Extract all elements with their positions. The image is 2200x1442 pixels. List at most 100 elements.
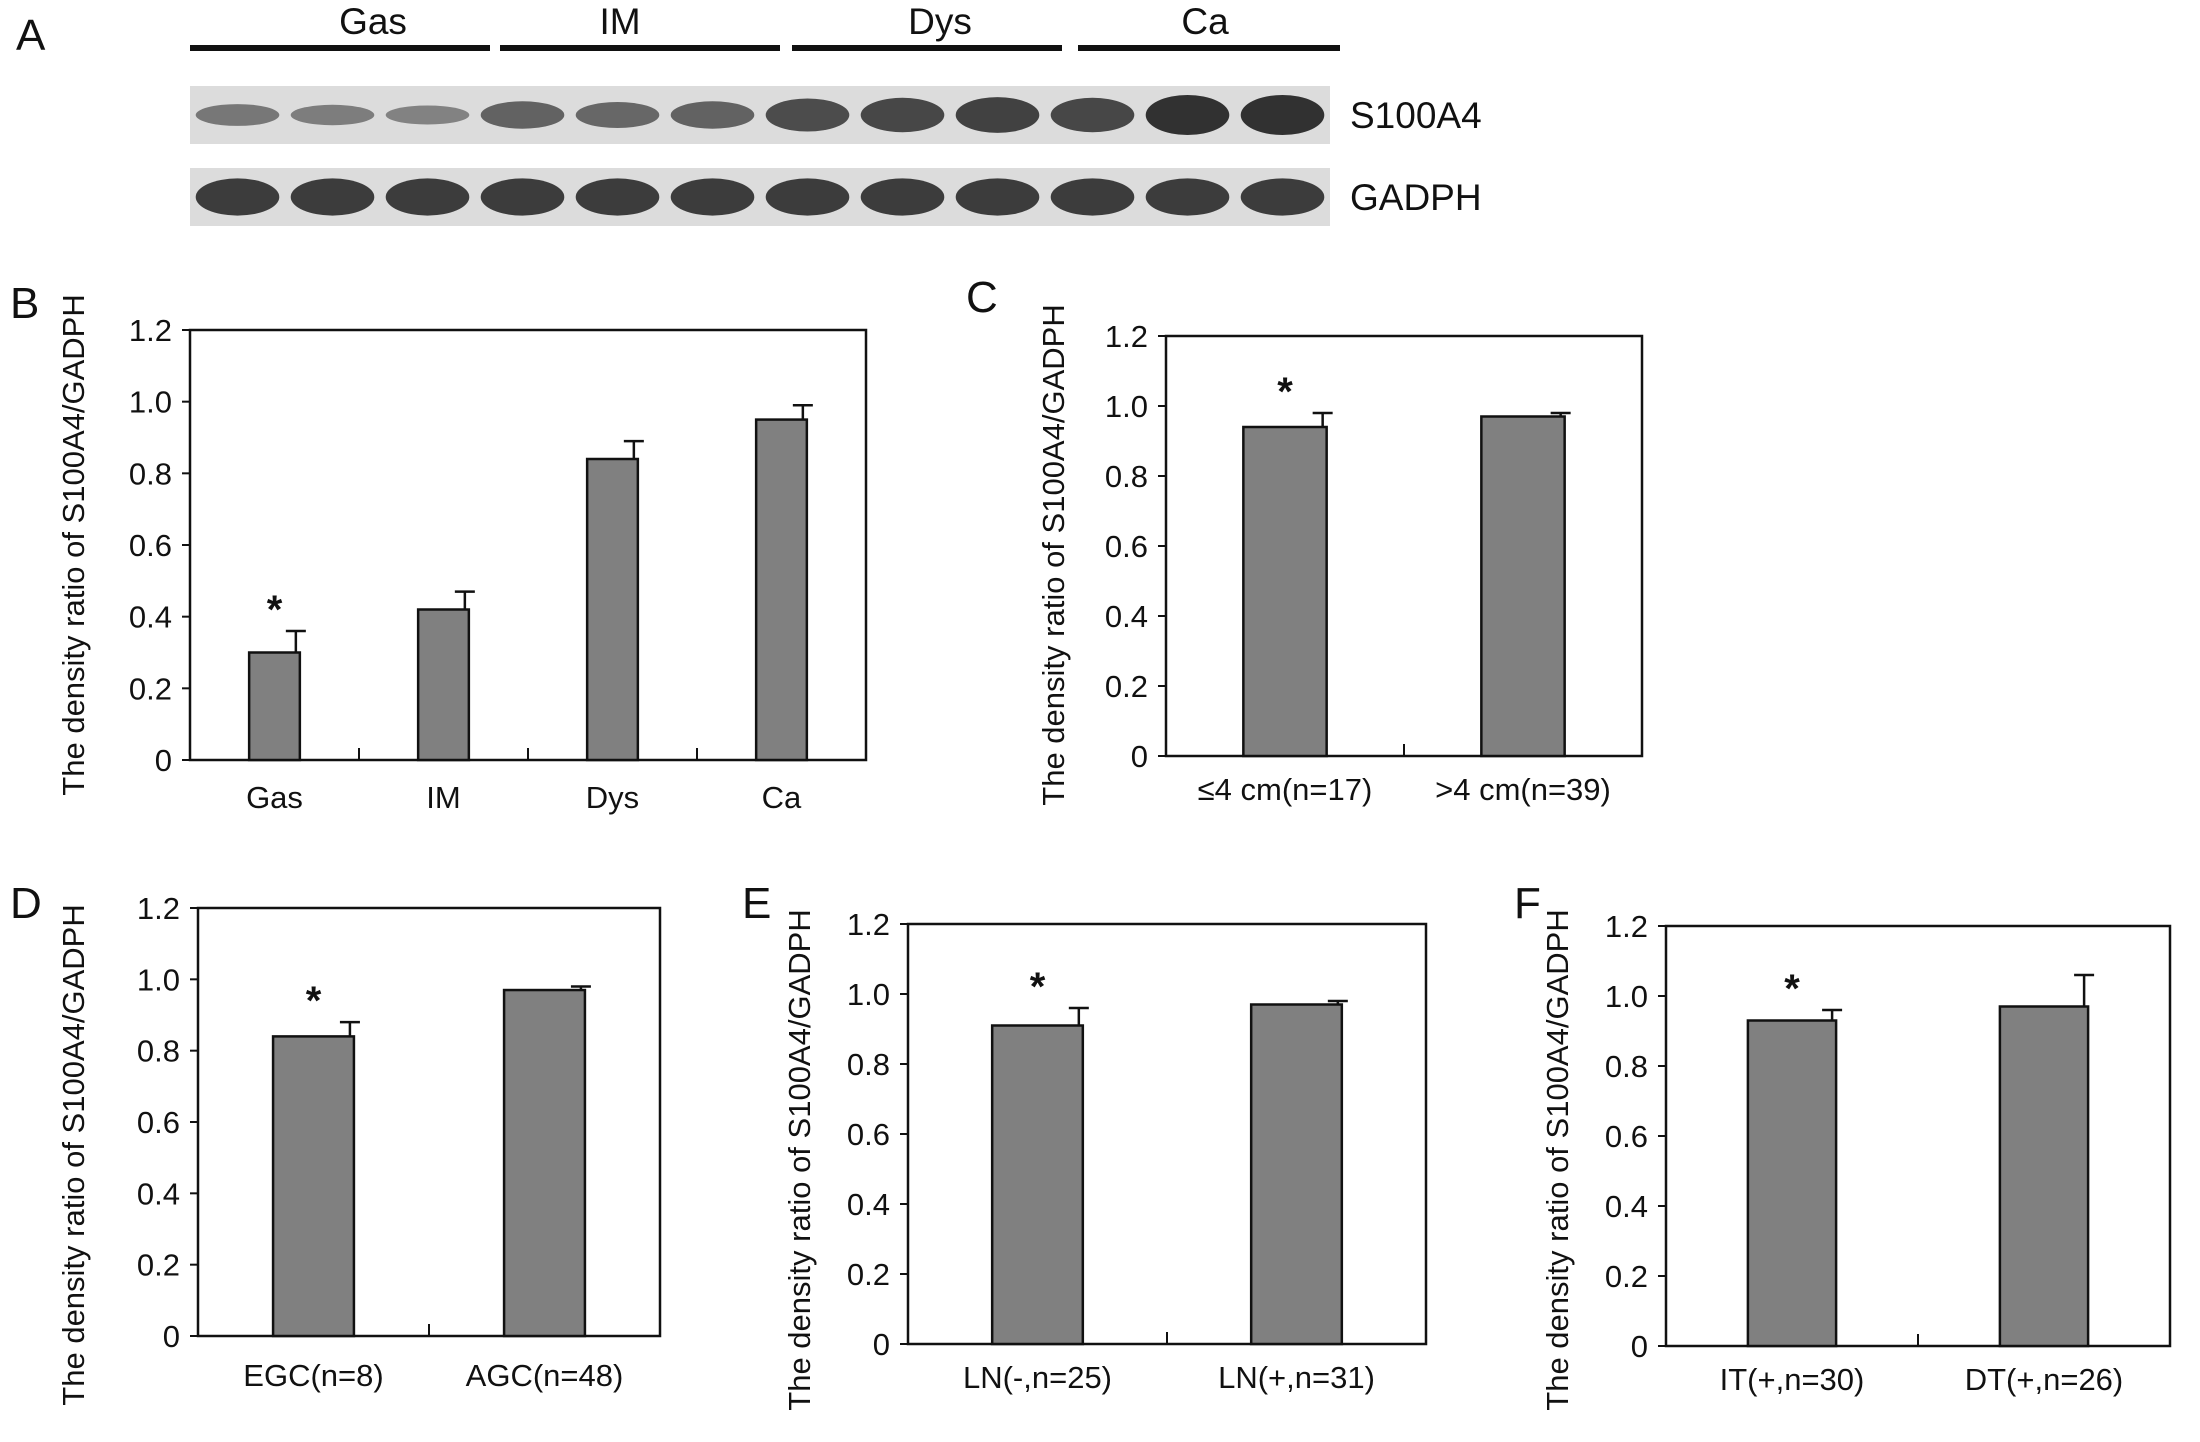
chart-b-bar-3: [585, 457, 640, 762]
band-s100a4-11: [1145, 95, 1230, 135]
chart-f-ytick-label: 0.6: [1605, 1119, 1648, 1154]
chart-b-ytick-label: 0.4: [129, 600, 172, 635]
chart-f-category-label-2: DT(+,n=26): [1965, 1362, 2124, 1397]
chart-b-ytick-label: 1.2: [129, 313, 172, 348]
chart-e-ylabel: The density ratio of S100A4/GADPH: [782, 909, 817, 1410]
chart-e-bar-2: [1249, 1003, 1344, 1346]
band-s100a4-8: [860, 97, 945, 133]
chart-c-bar-2: [1480, 415, 1566, 758]
chart-c-ylabel: The density ratio of S100A4/GADPH: [1036, 304, 1071, 805]
chart-c-ytick-label: 1.2: [1105, 319, 1148, 354]
chart-c-ytick-label: 1.0: [1105, 389, 1148, 424]
chart-d-frame: [196, 906, 662, 1338]
chart-f-bar-1: [1746, 1019, 1838, 1348]
band-gadph-7: [765, 178, 850, 216]
chart-d-ylabel: The density ratio of S100A4/GADPH: [56, 904, 91, 1405]
chart-b-ytick-label: 0.2: [129, 671, 172, 706]
western-blot: Gas IM Dys Ca S100A4 GADPH: [190, 1, 1482, 226]
band-gadph-5: [575, 178, 660, 216]
band-gadph-3: [385, 178, 470, 216]
band-gadph-8: [860, 178, 945, 216]
chart-d-category-label-1: EGC(n=8): [243, 1358, 383, 1393]
chart-d-category-label-2: AGC(n=48): [466, 1358, 624, 1393]
chart-f-ylabel: The density ratio of S100A4/GADPH: [1540, 909, 1575, 1410]
chart-e-frame: [906, 922, 1428, 1346]
panel-letter-f: F: [1514, 879, 1541, 928]
chart-d-ytick-label: 0: [163, 1319, 180, 1354]
panel-letter-e: E: [742, 879, 771, 928]
chart-e-ytick-label: 0.6: [847, 1117, 890, 1152]
chart-c-ytick-label: 0.8: [1105, 459, 1148, 494]
chart-d-ytick-label: 1.0: [137, 962, 180, 997]
chart-f-bar-2: [1998, 1005, 2090, 1348]
chart-b-bar-1: [247, 651, 302, 762]
band-s100a4-5: [575, 102, 660, 128]
chart-f-ytick-label: 0.4: [1605, 1189, 1648, 1224]
chart-d-ytick-label: 1.2: [137, 891, 180, 926]
band-gadph-10: [1050, 178, 1135, 216]
chart-e-ytick-label: 0.8: [847, 1047, 890, 1082]
band-s100a4-3: [385, 105, 470, 125]
chart-f-ytick-label: 0.2: [1605, 1259, 1648, 1294]
chart-d-bar-1: [271, 1035, 356, 1338]
chart-b-ytick-label: 0: [155, 743, 172, 778]
band-s100a4-1: [195, 104, 280, 126]
group-label-ca: Ca: [1181, 1, 1229, 42]
chart-e-bar-1: [990, 1024, 1085, 1346]
chart-c-frame: [1164, 334, 1644, 758]
chart-e-ytick-label: 0: [873, 1327, 890, 1362]
chart-d-bar-2: [502, 988, 587, 1338]
chart-f-ytick-label: 1.2: [1605, 909, 1648, 944]
band-gadph-12: [1240, 178, 1325, 216]
band-gadph-2: [290, 178, 375, 216]
chart-e: 0 0.2 0.4 0.6 0.8 1.0 1.2 The density ratio of …: [782, 907, 1428, 1411]
chart-b-bar-4: [754, 418, 809, 762]
chart-b-bar-2: [416, 608, 471, 762]
chart-b-category-label-2: IM: [426, 780, 460, 815]
band-gadph-1: [195, 178, 280, 216]
bar-charts: 0 0.2 0.4 0.6 0.8 1.0 1.2 The density ratio of …: [56, 294, 2172, 1411]
chart-e-ytick-label: 1.0: [847, 977, 890, 1012]
chart-b-significance-marker: *: [267, 588, 283, 632]
chart-b-category-label-1: Gas: [246, 780, 303, 815]
panel-letter-c: C: [966, 273, 998, 322]
blot-row-label-s100a4: S100A4: [1350, 95, 1482, 136]
band-gadph-4: [480, 178, 565, 216]
chart-c-significance-marker: *: [1277, 370, 1293, 414]
chart-f-category-label-1: IT(+,n=30): [1720, 1362, 1865, 1397]
chart-d-ytick-label: 0.2: [137, 1248, 180, 1283]
panel-letter-d: D: [10, 879, 42, 928]
chart-d-significance-marker: *: [306, 979, 322, 1023]
chart-f-ytick-label: 0.8: [1605, 1049, 1648, 1084]
band-s100a4-12: [1240, 95, 1325, 135]
chart-c-ytick-label: 0.6: [1105, 529, 1148, 564]
chart-b-category-label-4: Ca: [762, 780, 802, 815]
chart-e-ytick-label: 0.4: [847, 1187, 890, 1222]
chart-e-significance-marker: *: [1030, 965, 1046, 1009]
blot-strip-gadph: [190, 168, 1330, 226]
chart-e-category-label-2: LN(+,n=31): [1218, 1360, 1375, 1395]
chart-b: 0 0.2 0.4 0.6 0.8 1.0 1.2 The density ratio of …: [56, 294, 868, 815]
chart-b-category-label-3: Dys: [586, 780, 639, 815]
chart-c-ytick-label: 0.2: [1105, 669, 1148, 704]
band-s100a4-4: [480, 101, 565, 129]
chart-e-ytick-label: 1.2: [847, 907, 890, 942]
band-gadph-6: [670, 178, 755, 216]
chart-c-ytick-label: 0.4: [1105, 599, 1148, 634]
chart-c: 0 0.2 0.4 0.6 0.8 1.0 1.2 The density ratio of …: [1036, 304, 1644, 807]
chart-b-ylabel: The density ratio of S100A4/GADPH: [56, 294, 91, 795]
chart-f-significance-marker: *: [1784, 967, 1800, 1011]
group-label-im: IM: [599, 1, 640, 42]
chart-c-bar-1: [1242, 425, 1328, 758]
chart-c-ytick-label: 0: [1131, 739, 1148, 774]
band-s100a4-6: [670, 101, 755, 129]
chart-c-category-label-1: ≤4 cm(n=17): [1198, 772, 1373, 807]
panel-letter-b: B: [10, 279, 39, 328]
blot-row-label-gadph: GADPH: [1350, 177, 1482, 218]
band-s100a4-9: [955, 97, 1040, 133]
band-gadph-9: [955, 178, 1040, 216]
band-s100a4-2: [290, 104, 375, 126]
chart-f: 0 0.2 0.4 0.6 0.8 1.0 1.2 The density ratio of …: [1540, 909, 2172, 1411]
band-s100a4-7: [765, 98, 850, 132]
